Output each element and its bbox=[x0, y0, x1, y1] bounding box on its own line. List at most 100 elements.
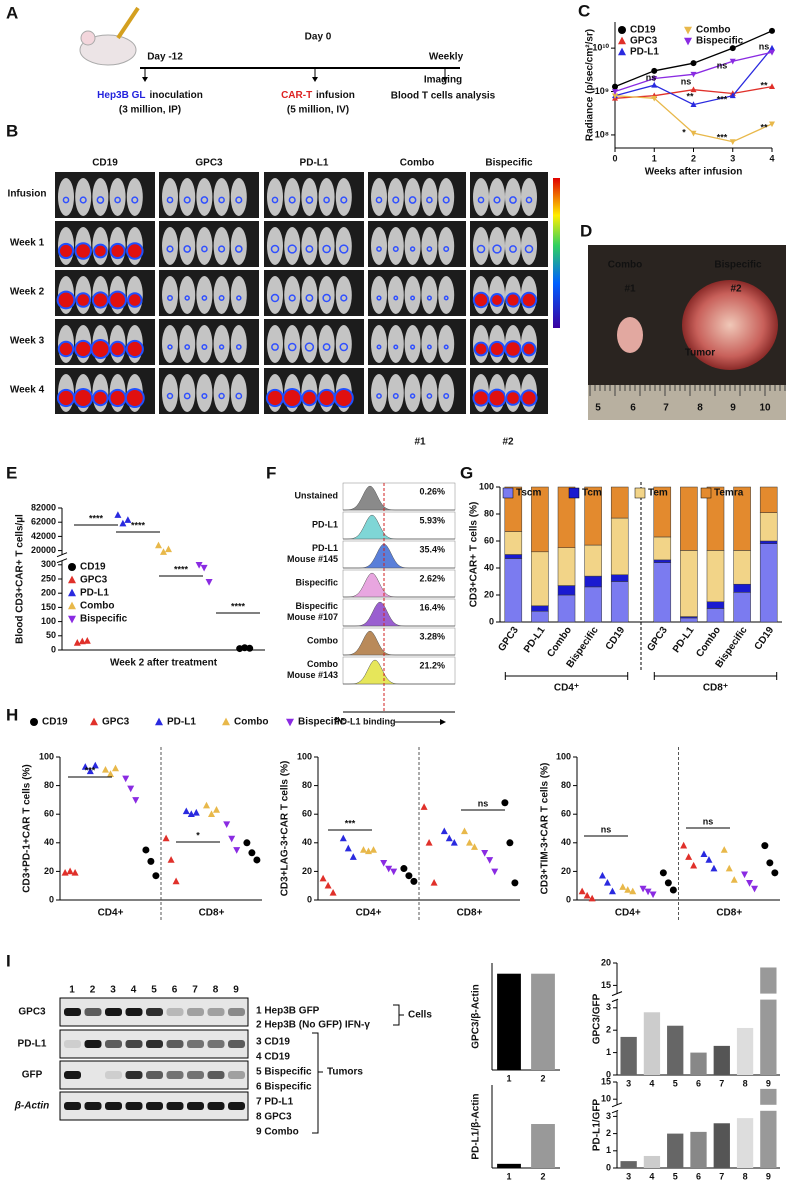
arrow-head bbox=[440, 719, 446, 725]
ruler-number: 5 bbox=[595, 403, 601, 414]
bar-segment bbox=[706, 608, 725, 623]
blot-label: β-Actin bbox=[14, 1101, 50, 1112]
group-label: CD4+ bbox=[98, 908, 124, 919]
x-tick-label: 1 bbox=[506, 1171, 511, 1181]
bar bbox=[690, 1131, 707, 1168]
marker bbox=[730, 876, 738, 883]
x-tick-label: 1 bbox=[506, 1073, 511, 1083]
marker bbox=[243, 839, 251, 847]
legend-line: 1 Hep3B GFP bbox=[256, 1006, 320, 1017]
legend-label: Combo bbox=[80, 601, 114, 612]
marker bbox=[420, 803, 428, 810]
panel-letter: E bbox=[6, 463, 17, 482]
ruler bbox=[588, 385, 786, 420]
signal bbox=[235, 196, 243, 204]
marker bbox=[83, 637, 91, 644]
bar-segment bbox=[733, 592, 751, 623]
x-tick-label: 4 bbox=[769, 153, 774, 163]
bar bbox=[667, 1133, 684, 1168]
percent-label: 3.28% bbox=[419, 631, 445, 641]
bar bbox=[736, 1118, 754, 1168]
signal bbox=[94, 391, 107, 405]
signal bbox=[339, 244, 349, 254]
legend-label: Tcm bbox=[582, 488, 602, 499]
x-axis-label: Week 2 after treatment bbox=[110, 658, 218, 669]
histogram bbox=[343, 514, 455, 540]
mouse bbox=[421, 227, 438, 265]
y-tick-label: 200 bbox=[41, 588, 56, 598]
lane-number: 5 bbox=[151, 985, 157, 996]
signal bbox=[58, 390, 74, 406]
y-tick-label: 0 bbox=[606, 1162, 611, 1172]
bar-segment bbox=[733, 583, 751, 593]
mouse bbox=[438, 325, 455, 363]
marker bbox=[339, 834, 347, 842]
marker bbox=[471, 843, 478, 850]
x-tick-label: 8 bbox=[743, 1171, 748, 1181]
mouse bbox=[438, 227, 455, 265]
signal bbox=[218, 196, 225, 204]
signal bbox=[59, 244, 73, 258]
marker bbox=[200, 564, 208, 572]
y-tick-label: 0 bbox=[489, 616, 494, 626]
bar-segment bbox=[557, 585, 576, 596]
legend-marker bbox=[684, 26, 692, 35]
x-tick-label: 1 bbox=[652, 153, 657, 163]
marker bbox=[124, 516, 132, 523]
significance-label: **** bbox=[231, 601, 246, 611]
signal bbox=[126, 390, 143, 406]
signal bbox=[305, 245, 314, 253]
bar-segment bbox=[680, 617, 698, 623]
signal bbox=[93, 293, 107, 307]
tag: #1 bbox=[414, 437, 426, 448]
signal bbox=[442, 196, 450, 204]
significance-label: *** bbox=[85, 765, 96, 775]
marker bbox=[162, 834, 170, 842]
histogram bbox=[343, 601, 455, 627]
signal bbox=[184, 295, 190, 301]
row-header: Week 1 bbox=[10, 238, 45, 249]
mouse bbox=[284, 227, 301, 265]
histogram bbox=[343, 485, 455, 511]
marker bbox=[690, 130, 697, 137]
ruler-number: 7 bbox=[663, 403, 669, 414]
marker bbox=[430, 878, 438, 886]
signal bbox=[426, 295, 432, 301]
row-header: Week 3 bbox=[10, 336, 45, 347]
panel-letter: I bbox=[6, 951, 11, 970]
marker bbox=[649, 891, 657, 899]
mouse bbox=[196, 276, 213, 314]
inoculation-label: Hep3B GL inoculation bbox=[97, 90, 203, 101]
percent-label: 21.2% bbox=[419, 660, 445, 670]
signal bbox=[287, 342, 297, 352]
x-tick-label: 3 bbox=[626, 1078, 631, 1088]
signal bbox=[234, 245, 243, 253]
y-tick-label: 10¹⁰ bbox=[592, 43, 609, 53]
bar-segment bbox=[584, 486, 602, 546]
significance-label: ns bbox=[717, 60, 728, 70]
signal bbox=[509, 196, 517, 204]
legend-line: 3 CD19 bbox=[256, 1037, 290, 1048]
histogram bbox=[343, 543, 455, 569]
signal bbox=[284, 390, 301, 406]
signal bbox=[305, 294, 314, 302]
band bbox=[105, 1008, 122, 1016]
legend-swatch bbox=[502, 487, 514, 499]
signal bbox=[127, 341, 142, 357]
bar-segment bbox=[759, 540, 778, 544]
signal bbox=[322, 244, 331, 254]
y-tick-label: 100 bbox=[41, 616, 56, 626]
lane-number: 6 bbox=[172, 985, 178, 996]
bar-segment bbox=[653, 536, 672, 561]
mouse bbox=[179, 325, 196, 363]
band bbox=[228, 1040, 245, 1048]
mouse bbox=[387, 227, 404, 265]
signal bbox=[183, 392, 191, 400]
legend-line: 8 GPC3 bbox=[256, 1112, 292, 1123]
significance-label: ns bbox=[601, 824, 612, 834]
x-tick-label: 9 bbox=[766, 1078, 771, 1088]
group-label: CD4+ bbox=[615, 908, 641, 919]
panel-letter: D bbox=[580, 221, 592, 240]
signal bbox=[474, 391, 488, 405]
band bbox=[207, 1040, 225, 1048]
